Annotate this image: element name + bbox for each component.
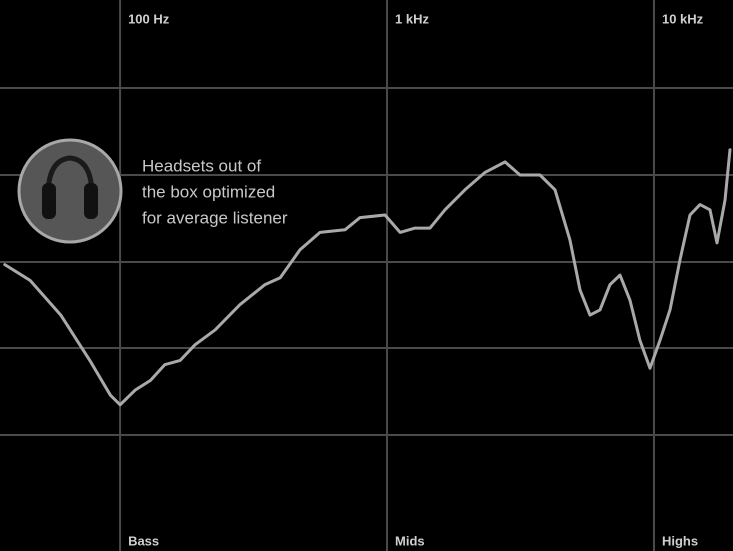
x-tick-label: 10 kHz — [662, 11, 704, 26]
band-label: Highs — [662, 533, 698, 548]
band-label: Mids — [395, 533, 425, 548]
x-tick-label: 100 Hz — [128, 11, 170, 26]
headset-icon — [17, 138, 123, 244]
band-label: Bass — [128, 533, 159, 548]
annotation: for average listener — [142, 208, 288, 227]
annotation: the box optimized — [142, 182, 275, 201]
annotation: Headsets out of — [142, 156, 261, 175]
x-tick-label: 1 kHz — [395, 11, 429, 26]
response-curve — [3, 148, 732, 407]
